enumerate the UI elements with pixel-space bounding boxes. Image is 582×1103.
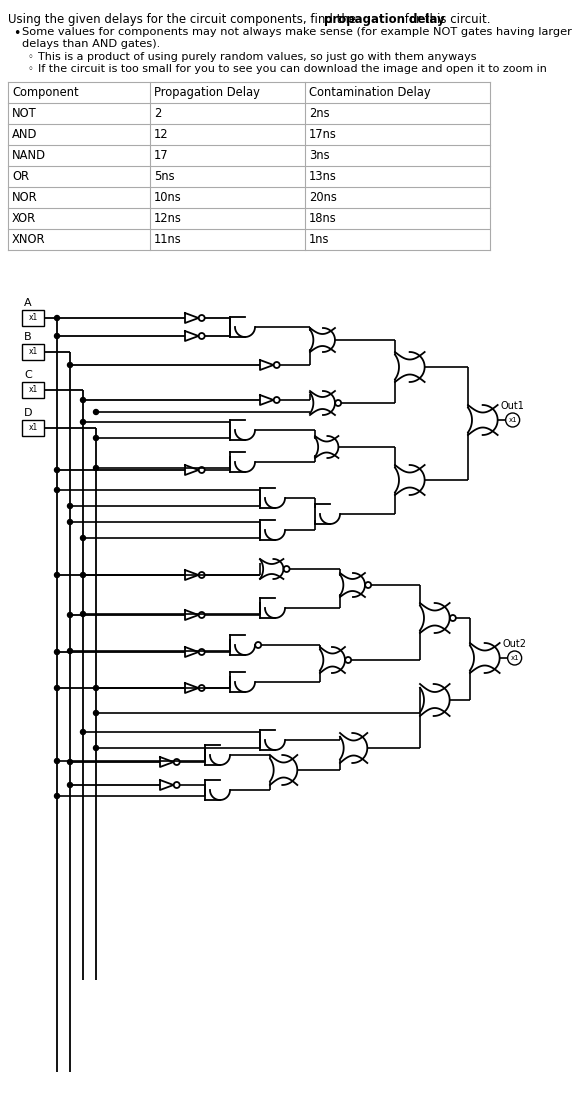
Text: Out1: Out1 [501, 401, 524, 411]
Circle shape [80, 729, 86, 735]
Text: NOR: NOR [12, 191, 38, 204]
Circle shape [68, 760, 73, 764]
Text: 12ns: 12ns [154, 212, 182, 225]
Circle shape [80, 572, 86, 578]
Circle shape [94, 409, 98, 415]
Bar [22, 382, 44, 398]
Text: AND: AND [12, 128, 37, 141]
Circle shape [68, 612, 73, 618]
Text: 20ns: 20ns [309, 191, 337, 204]
Text: x1: x1 [510, 655, 519, 661]
Circle shape [55, 468, 59, 472]
Text: XOR: XOR [12, 212, 36, 225]
Text: ◦: ◦ [28, 52, 34, 62]
Text: propagation delay: propagation delay [324, 13, 445, 26]
Text: 17: 17 [154, 149, 169, 162]
Text: 2ns: 2ns [309, 107, 329, 120]
Text: 5ns: 5ns [154, 170, 175, 183]
Text: NOT: NOT [12, 107, 37, 120]
Text: delays than AND gates).: delays than AND gates). [22, 39, 160, 49]
Circle shape [68, 649, 73, 653]
Circle shape [80, 535, 86, 540]
Circle shape [55, 572, 59, 578]
Text: x1: x1 [29, 313, 38, 322]
Text: ◦: ◦ [28, 64, 34, 74]
Circle shape [94, 710, 98, 716]
Text: x1: x1 [29, 386, 38, 395]
Circle shape [55, 759, 59, 763]
Text: NAND: NAND [12, 149, 46, 162]
Circle shape [68, 363, 73, 367]
Bar [22, 310, 44, 326]
Text: If the circuit is too small for you to see you can download the image and open i: If the circuit is too small for you to s… [38, 64, 547, 74]
Text: D: D [24, 408, 33, 418]
Text: OR: OR [12, 170, 29, 183]
Circle shape [94, 436, 98, 440]
Text: Using the given delays for the circuit components, find the: Using the given delays for the circuit c… [8, 13, 360, 26]
Text: 13ns: 13ns [309, 170, 337, 183]
Text: 12: 12 [154, 128, 169, 141]
Circle shape [55, 488, 59, 493]
Circle shape [80, 419, 86, 425]
Circle shape [68, 782, 73, 788]
Circle shape [68, 503, 73, 508]
Text: x1: x1 [508, 417, 517, 422]
Circle shape [94, 685, 98, 690]
Text: C: C [24, 370, 32, 381]
Bar [22, 420, 44, 436]
Circle shape [55, 333, 59, 339]
Circle shape [55, 650, 59, 654]
Text: 1ns: 1ns [309, 233, 329, 246]
Text: 17ns: 17ns [309, 128, 337, 141]
Text: for this circuit.: for this circuit. [401, 13, 491, 26]
Circle shape [80, 611, 86, 617]
Circle shape [55, 685, 59, 690]
Circle shape [94, 746, 98, 750]
Text: Out2: Out2 [503, 639, 527, 649]
Text: B: B [24, 332, 31, 342]
Circle shape [55, 793, 59, 799]
Text: 10ns: 10ns [154, 191, 182, 204]
Text: 11ns: 11ns [154, 233, 182, 246]
Text: x1: x1 [29, 424, 38, 432]
Text: A: A [24, 298, 31, 308]
Circle shape [55, 315, 59, 321]
Text: 18ns: 18ns [309, 212, 337, 225]
Text: 3ns: 3ns [309, 149, 329, 162]
Text: x1: x1 [29, 347, 38, 356]
Circle shape [80, 397, 86, 403]
Bar [22, 344, 44, 360]
Text: XNOR: XNOR [12, 233, 45, 246]
Text: Some values for components may not always make sense (for example NOT gates havi: Some values for components may not alway… [22, 26, 572, 38]
Text: Propagation Delay: Propagation Delay [154, 86, 260, 99]
Text: •: • [13, 26, 20, 40]
Circle shape [94, 465, 98, 471]
Text: This is a product of using purely random values, so just go with them anyways: This is a product of using purely random… [38, 52, 477, 62]
Text: Component: Component [12, 86, 79, 99]
Text: 2: 2 [154, 107, 161, 120]
Circle shape [68, 520, 73, 525]
Text: Contamination Delay: Contamination Delay [309, 86, 431, 99]
